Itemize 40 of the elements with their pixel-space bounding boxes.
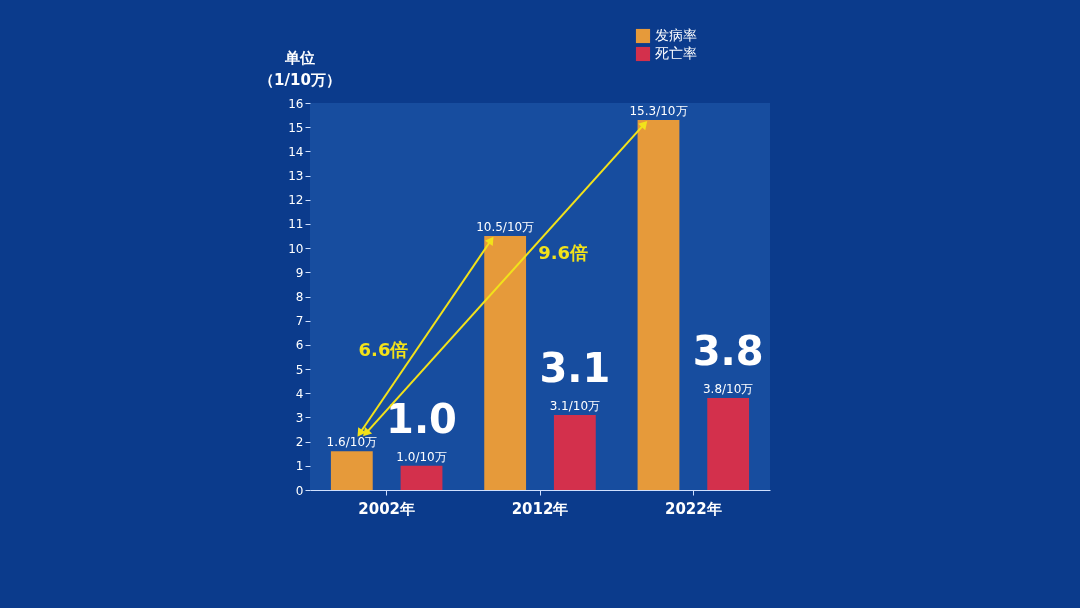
y-tick-label: 15 [288,120,304,135]
y-tick-label: 16 [288,96,304,111]
x-tick-label: 2012年 [511,499,569,518]
annotation: 6.6倍 [358,338,409,360]
legend-label: 发病率 [655,27,697,43]
x-tick-label: 2022年 [664,499,722,518]
y-tick-label: 8 [295,290,304,304]
bar [637,119,680,490]
y-tick-label: 11 [288,217,304,232]
y-tick-label: 2 [295,435,304,450]
bar [707,398,750,490]
y-axis-title: 单位（1/10万） [259,49,341,89]
y-tick-label: 9 [295,265,304,280]
legend-label: 死亡率 [655,45,697,61]
data-label: 3.8/10万 [702,382,754,397]
y-tick-label: 13 [288,169,304,184]
y-tick-label: 14 [288,144,304,159]
data-label: 10.5/10万 [476,220,535,235]
annotation: 1.0 [386,395,457,442]
y-tick-label: 0 [295,483,304,498]
annotation: 3.1 [539,345,611,392]
x-tick-label: 2002年 [358,499,416,518]
y-tick-label: 1 [295,459,304,474]
y-tick-label: 4 [295,386,304,401]
data-label: 15.3/10万 [629,103,688,118]
y-tick-label: 6 [295,338,304,353]
bar [400,465,443,490]
bar [553,415,596,490]
bar [330,451,373,490]
y-tick-label: 3 [295,410,304,425]
data-label: 1.0/10万 [396,449,447,464]
data-label: 3.1/10万 [549,399,601,414]
y-tick-label: 10 [288,241,304,256]
y-tick-label: 5 [295,362,304,377]
bar [484,236,527,490]
annotation: 9.6倍 [538,241,589,263]
annotation: 3.8 [692,328,764,375]
y-tick-label: 7 [295,314,304,329]
y-tick-label: 12 [288,193,304,208]
data-label: 1.6/10万 [326,435,378,450]
